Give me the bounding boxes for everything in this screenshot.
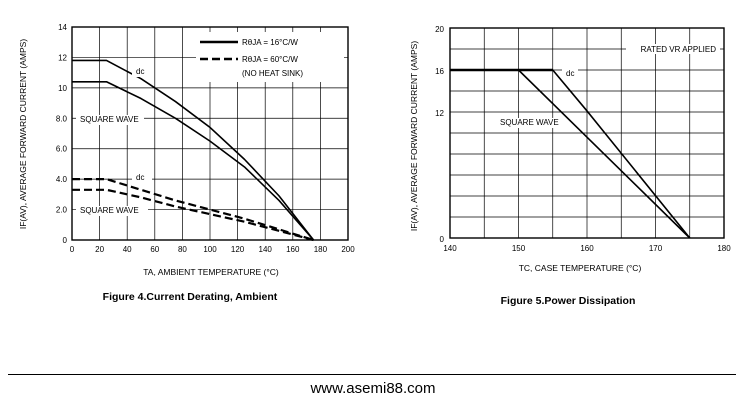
figure-4-x-tick-label: 140 [259, 245, 273, 254]
figure-5-series [450, 44, 720, 239]
figure-4-x-tick-label: 0 [70, 245, 75, 254]
figure-4-series-line [72, 178, 314, 242]
annotation-dc: dc [566, 69, 574, 78]
figure-4-series-line [72, 188, 314, 242]
annotation-dc-solid: dc [136, 67, 144, 76]
figure-4-y-tick-label: 2.0 [56, 206, 68, 215]
footer-url: www.asemi88.com [310, 380, 436, 397]
figure-4-series [72, 59, 315, 242]
figure-4-x-tick-label: 20 [95, 245, 104, 254]
annotation-backdrop [76, 115, 144, 125]
figure-5-y-tick-label: 16 [435, 67, 444, 76]
figure-5-plot-frame [449, 27, 725, 239]
figure-5-y-tick-label: 0 [440, 235, 445, 244]
annotation-rated-vr-applied: RATED VR APPLIED [641, 45, 717, 54]
figure-5-y-axis-label: IF(AV), AVERAGE FORWARD CURRENT (AMPS) [409, 41, 419, 231]
legend-entry-no-heat-sink: (NO HEAT SINK) [242, 69, 303, 78]
figure-4-x-axis-label: TA, AMBIENT TEMPERATURE (°C) [143, 267, 279, 277]
annotation-backdrop [496, 118, 566, 128]
figure-4-x-tick-label: 160 [286, 245, 300, 254]
figure-4-x-tick-label: 180 [314, 245, 328, 254]
figure-5-x-axis-label: TC, CASE TEMPERATURE (°C) [519, 263, 642, 273]
figure-5-x-tick-label: 170 [649, 244, 663, 253]
figure-5-x-tick-label: 180 [717, 244, 731, 253]
figure-4-y-tick-label: 8.0 [56, 114, 68, 123]
figure-4-legend-box [196, 32, 344, 82]
annotation-backdrop [562, 69, 578, 79]
figure-4-x-tick-label: 200 [341, 245, 355, 254]
figure-4-y-tick-label: 10 [58, 84, 67, 93]
figure-4-y-tick-label: 6.0 [56, 145, 68, 154]
figure-5-x-tick-label: 140 [443, 244, 457, 253]
figure-5-caption: Figure 5.Power Dissipation [501, 295, 636, 307]
figure-5-y-tick-label: 12 [435, 109, 444, 118]
annotation-square-wave-solid: SQUARE WAVE [80, 115, 139, 124]
figure-4-y-tick-label: 0 [63, 236, 68, 245]
figure-5-power-dissipation-chart: 140 150 160 170 180 20 16 12 0 RATED VR APPLIED d… [409, 25, 731, 307]
figure-4-series-line [72, 59, 315, 241]
annotation-backdrop [132, 67, 152, 77]
annotation-backdrop [76, 206, 148, 216]
figure-4-caption: Figure 4.Current Derating, Ambient [103, 291, 278, 303]
figure-4-series-line [72, 80, 315, 241]
figure-4-x-tick-label: 60 [150, 245, 159, 254]
figure-4-x-tick-label: 40 [123, 245, 132, 254]
figure-5-x-tick-label: 160 [580, 244, 594, 253]
annotation-square-wave-dashed: SQUARE WAVE [80, 206, 139, 215]
figure-4-y-axis-label: IF(AV), AVERAGE FORWARD CURRENT (AMPS) [18, 39, 28, 229]
figure-4-current-derating-chart: 0 20 40 60 80 100 120 140 160 180 200 0 2.0 4.0 6.0 8.0… [18, 23, 355, 303]
annotation-square-wave: SQUARE WAVE [500, 118, 559, 127]
figure-5-x-tick-label: 150 [512, 244, 526, 253]
figure-4-legend: RθJA = 16°C/W RθJA = 60°C/W (NO HEAT SIN… [200, 38, 303, 78]
figure-5-grid [449, 27, 725, 239]
figure-4-tick-labels: 0 20 40 60 80 100 120 140 160 180 200 0 2.0 4.0 6.0 8.0… [56, 23, 355, 254]
figure-5-tick-labels: 140 150 160 170 180 20 16 12 0 [435, 25, 731, 253]
figure-4-x-tick-label: 120 [231, 245, 245, 254]
legend-entry-solid: RθJA = 16°C/W [242, 38, 298, 47]
annotation-dc-dashed: dc [136, 173, 144, 182]
annotation-backdrop [626, 44, 720, 54]
figure-5-y-tick-label: 20 [435, 25, 444, 34]
figure-4-x-tick-label: 80 [178, 245, 187, 254]
legend-entry-dashed: RθJA = 60°C/W [242, 55, 298, 64]
annotation-backdrop [132, 173, 152, 183]
figure-4-x-tick-label: 100 [203, 245, 217, 254]
figure-4-y-tick-label: 4.0 [56, 175, 68, 184]
figure-4-y-tick-label: 12 [58, 53, 67, 62]
figure-4-y-tick-label: 14 [58, 23, 67, 32]
footer-divider [8, 374, 736, 375]
figure-4-plot-frame [71, 26, 349, 241]
